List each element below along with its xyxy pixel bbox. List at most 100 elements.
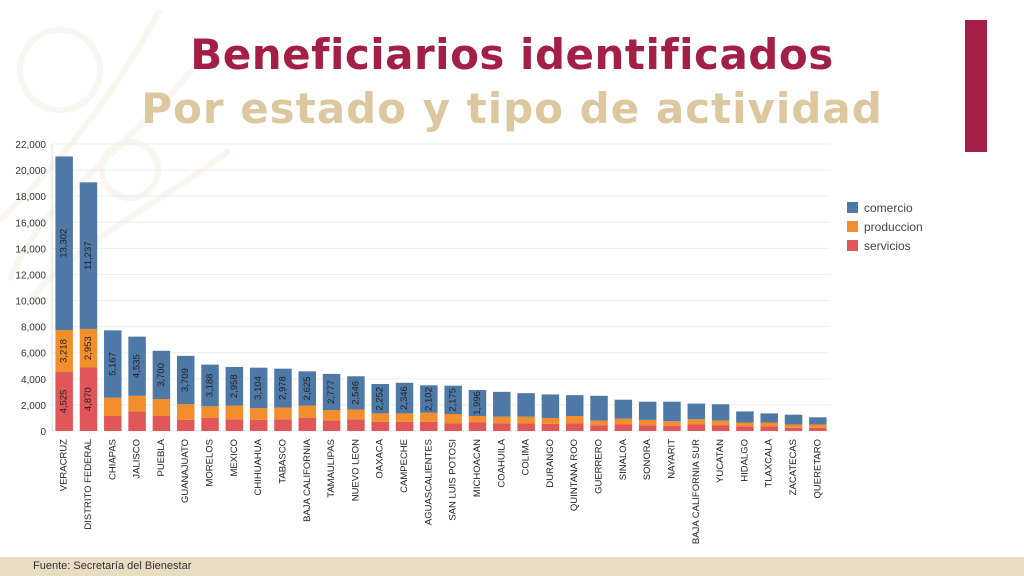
bar-produccion <box>444 414 462 424</box>
x-tick-label: TLAXCALA <box>764 438 775 487</box>
bar-servicios <box>541 423 560 431</box>
bar-servicios <box>444 423 462 431</box>
bar-produccion <box>371 413 389 422</box>
bar-servicios <box>55 371 73 431</box>
bar-produccion <box>663 421 681 426</box>
bar-comercio <box>55 156 73 330</box>
y-tick-label: 10,000 <box>15 297 46 308</box>
bar-comercio <box>444 385 462 415</box>
x-tick-label: HIDALGO <box>739 439 750 482</box>
bar-comercio <box>420 385 438 413</box>
bar-produccion <box>152 399 171 416</box>
bar-comercio <box>468 389 487 416</box>
x-tick-label: GUANAJUATO <box>180 439 191 503</box>
data-label-comercio: 3,709 <box>180 368 191 392</box>
x-tick-label: YUCATAN <box>715 439 726 483</box>
bar-comercio <box>274 368 292 408</box>
x-tick-label: TABASCO <box>277 439 288 484</box>
bar-produccion <box>420 412 438 422</box>
data-label-comercio: 2,546 <box>350 381 361 405</box>
bar-servicios <box>395 421 414 431</box>
x-tick-label: SINALOA <box>618 438 629 480</box>
bar-produccion <box>614 418 633 425</box>
bar-produccion <box>274 407 292 420</box>
bar-comercio <box>663 401 681 422</box>
bar-comercio <box>322 373 341 411</box>
bar-servicios <box>128 411 146 431</box>
bar-produccion <box>760 422 778 427</box>
y-tick-label: 4,000 <box>21 375 46 386</box>
bar-servicios <box>517 423 535 431</box>
bar-servicios <box>176 419 195 431</box>
legend-label-servicios: servicios <box>864 239 911 253</box>
bar-servicios <box>638 425 657 431</box>
bar-servicios <box>784 427 803 431</box>
bar-produccion <box>347 409 365 420</box>
x-tick-label: QUERETARO <box>812 439 823 498</box>
x-tick-label: ZACATECAS <box>788 439 799 495</box>
legend-label-produccion: produccion <box>864 220 923 234</box>
data-label-comercio: 2,252 <box>375 387 386 411</box>
bar-comercio <box>249 367 268 409</box>
bar-produccion <box>225 405 244 420</box>
bar-comercio <box>565 395 584 416</box>
data-label-comercio: 3,188 <box>205 374 216 398</box>
bar-produccion <box>104 397 122 416</box>
bar-comercio <box>152 350 171 400</box>
x-tick-label: NAYARIT <box>666 439 677 479</box>
bar-comercio <box>638 401 657 420</box>
y-tick-label: 6,000 <box>21 349 46 360</box>
bar-servicios <box>152 415 171 431</box>
x-tick-label: AGUASCALIENTES <box>423 439 434 525</box>
y-tick-label: 14,000 <box>15 244 46 255</box>
data-label-servicios: 4,525 <box>59 390 70 414</box>
bar-comercio <box>225 366 244 406</box>
x-tick-label: MICHOACAN <box>472 439 483 497</box>
y-tick-label: 12,000 <box>15 270 46 281</box>
x-tick-label: CHIHUAHUA <box>253 438 264 495</box>
bar-servicios <box>322 420 341 431</box>
bar-produccion <box>395 413 414 422</box>
data-label-comercio: 4,535 <box>132 354 143 378</box>
bar-servicios <box>760 426 778 431</box>
legend-swatch-produccion <box>847 221 858 232</box>
x-tick-label: VERACRUZ <box>59 439 70 491</box>
y-tick-label: 20,000 <box>15 166 46 177</box>
x-tick-label: TAMAULIPAS <box>326 439 337 498</box>
x-tick-label: QUINTANA ROO <box>569 439 580 511</box>
bar-servicios <box>614 424 633 431</box>
bar-comercio <box>784 414 803 425</box>
data-label-comercio: 3,700 <box>156 363 167 387</box>
x-tick-label: MEXICO <box>229 439 240 476</box>
bar-produccion <box>79 328 98 368</box>
stacked-bar-chart: 0 2,000 4,000 6,000 8,000 10,000 12,000 14,000 1… <box>15 140 923 544</box>
data-label-comercio: 2,102 <box>423 387 434 411</box>
data-label-produccion: 3,218 <box>59 339 70 363</box>
bar-comercio <box>104 330 122 398</box>
bar-comercio <box>736 411 754 423</box>
bar-produccion <box>201 406 219 418</box>
bar-produccion <box>176 404 195 420</box>
data-label-comercio: 2,625 <box>302 377 313 401</box>
bar-comercio <box>79 182 98 329</box>
x-tick-label: BAJA CALIFORNIA SUR <box>691 439 702 544</box>
legend-swatch-comercio <box>847 202 858 213</box>
bar-servicios <box>711 425 730 431</box>
bar-comercio <box>809 417 827 425</box>
data-label-comercio: 3,104 <box>253 376 264 400</box>
bar-comercio <box>493 391 511 417</box>
bar-servicios <box>104 415 122 431</box>
bar-servicios <box>493 423 511 431</box>
bar-produccion <box>638 419 657 426</box>
bar-produccion <box>249 408 268 420</box>
bar-servicios <box>347 419 365 431</box>
bar-comercio <box>614 399 633 419</box>
data-label-comercio: 13,302 <box>59 229 70 258</box>
data-label-comercio: 1,996 <box>472 391 483 415</box>
legend-swatch-servicios <box>847 240 858 251</box>
bar-servicios <box>225 419 244 431</box>
data-label-servicios: 4,870 <box>83 387 94 411</box>
x-tick-label: SAN LUIS POTOSI <box>448 439 459 521</box>
bar-comercio <box>517 393 535 417</box>
y-tick-label: 0 <box>40 427 46 438</box>
